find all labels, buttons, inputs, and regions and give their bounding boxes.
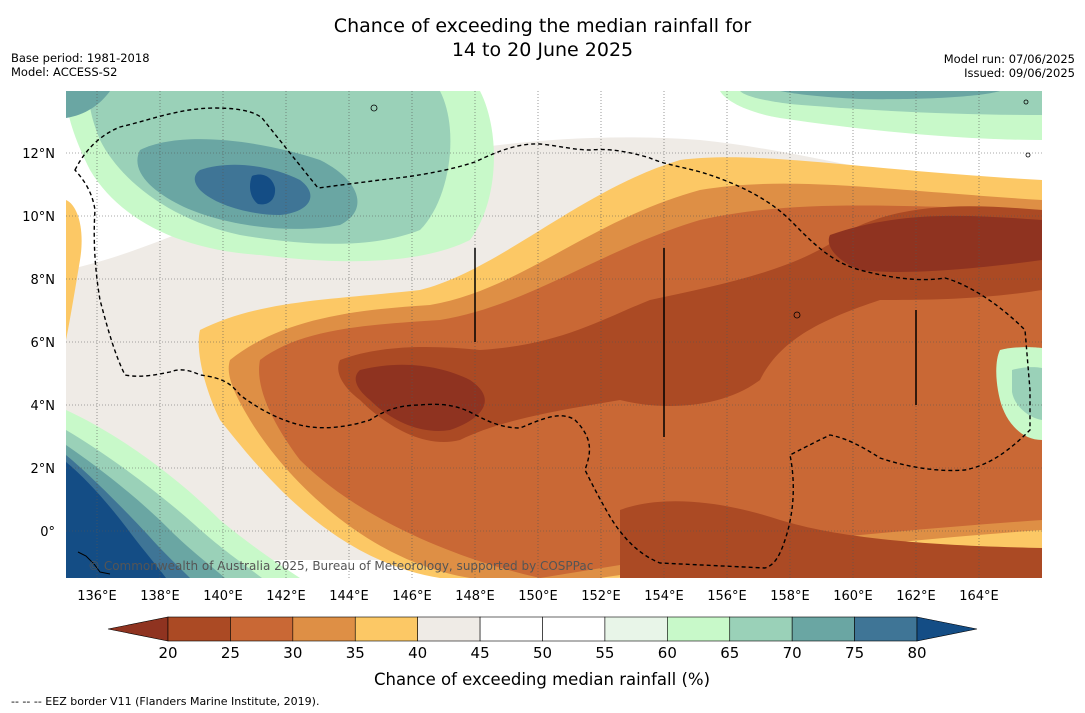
issued-date: Issued: 09/06/2025 (964, 66, 1075, 80)
lat-tick: 4°N (31, 399, 56, 414)
colorbar-segment (230, 616, 294, 642)
eez-border (74, 107, 1031, 569)
colorbar-segment (729, 616, 793, 642)
lat-tick: 2°N (31, 462, 56, 477)
lat-axis: 12°N 10°N 8°N 6°N 4°N 2°N 0° (22, 147, 55, 540)
graticule (66, 91, 1042, 578)
colorbar-label: 50 (533, 644, 552, 662)
rainfall-map: © Commonwealth of Australia 2025, Bureau… (66, 91, 1042, 578)
colorbar-segment (292, 616, 356, 642)
lat-tick: 6°N (31, 336, 56, 351)
lon-tick: 156°E (707, 589, 747, 604)
corner-teal (66, 91, 110, 118)
lon-tick: 148°E (455, 589, 495, 604)
east-green-dark (1012, 367, 1042, 420)
band-over-80-north (250, 174, 276, 205)
band-20-25-south (620, 501, 1042, 578)
lon-tick: 162°E (896, 589, 936, 604)
colorbar-label: 45 (471, 644, 490, 662)
lon-tick: 164°E (959, 589, 999, 604)
lon-tick: 152°E (581, 589, 621, 604)
lon-axis: 136°E 138°E 140°E 142°E 144°E 146°E 148°… (77, 589, 999, 604)
west-yellow (66, 200, 82, 340)
colorbar-label: 55 (595, 644, 614, 662)
eez-footnote: -- -- -- EEZ border V11 (Flanders Marine… (11, 695, 320, 708)
colorbar-segment (354, 616, 418, 642)
colorbar-segment (542, 616, 606, 642)
colorbar-label: 30 (283, 644, 302, 662)
band-under-20-west (355, 364, 485, 431)
band-70-75-ne (780, 91, 1000, 100)
colorbar-segment (479, 616, 543, 642)
lon-tick: 160°E (833, 589, 873, 604)
copyright-text: © Commonwealth of Australia 2025, Bureau… (88, 559, 593, 573)
model-name: Model: ACCESS-S2 (11, 65, 118, 79)
colorbar-label: 25 (221, 644, 240, 662)
colorbar-label: 60 (658, 644, 677, 662)
lon-tick: 136°E (77, 589, 117, 604)
colorbar-label: 70 (783, 644, 802, 662)
colorbar-labels: 20 25 30 35 40 45 50 55 60 65 70 75 80 (158, 644, 926, 662)
lon-tick: 158°E (770, 589, 810, 604)
colorbar-title: Chance of exceeding median rainfall (%) (374, 670, 710, 689)
lon-tick: 146°E (392, 589, 432, 604)
colorbar-label: 40 (408, 644, 427, 662)
lon-tick: 142°E (266, 589, 306, 604)
lon-tick: 154°E (644, 589, 684, 604)
colorbar-segments (167, 616, 918, 642)
colorbar: 20 25 30 35 40 45 50 55 60 65 70 75 80 Chance of exc… (107, 616, 978, 689)
colorbar-over-arrow (916, 616, 978, 642)
model-run: Model run: 07/06/2025 (943, 52, 1075, 66)
title-line-2: 14 to 20 June 2025 (451, 39, 634, 61)
colorbar-label: 20 (158, 644, 177, 662)
lon-tick: 144°E (329, 589, 369, 604)
colorbar-label: 80 (907, 644, 926, 662)
lon-tick: 138°E (140, 589, 180, 604)
colorbar-label: 75 (845, 644, 864, 662)
map-title: Chance of exceeding the median rainfall … (0, 14, 1085, 62)
island (370, 104, 378, 112)
colorbar-label: 65 (720, 644, 739, 662)
band-over-80-sw (66, 462, 166, 578)
colorbar-segment (604, 616, 668, 642)
lat-tick: 8°N (31, 273, 56, 288)
colorbar-under-arrow (107, 616, 169, 642)
colorbar-label: 35 (346, 644, 365, 662)
lon-tick: 150°E (518, 589, 558, 604)
colorbar-segment (417, 616, 481, 642)
island (1025, 152, 1031, 158)
lat-tick: 10°N (22, 210, 55, 225)
band-under-20-east (828, 215, 1042, 272)
colorbar-segment (167, 616, 231, 642)
colorbar-segment (791, 616, 855, 642)
meta-right: Model run: 07/06/2025 Issued: 09/06/2025 (944, 52, 1075, 80)
band-65-70-ne (740, 91, 1042, 115)
lon-tick: 140°E (203, 589, 243, 604)
title-line-1: Chance of exceeding the median rainfall … (333, 15, 752, 37)
lat-tick: 0° (40, 525, 55, 540)
colorbar-segment (854, 616, 918, 642)
meta-left: Base period: 1981-2018 Model: ACCESS-S2 (11, 51, 150, 79)
coastline (77, 551, 111, 575)
island (793, 311, 801, 319)
lat-tick: 12°N (22, 147, 55, 162)
colorbar-segment (667, 616, 731, 642)
island (1023, 99, 1029, 105)
base-period: Base period: 1981-2018 (11, 51, 150, 65)
